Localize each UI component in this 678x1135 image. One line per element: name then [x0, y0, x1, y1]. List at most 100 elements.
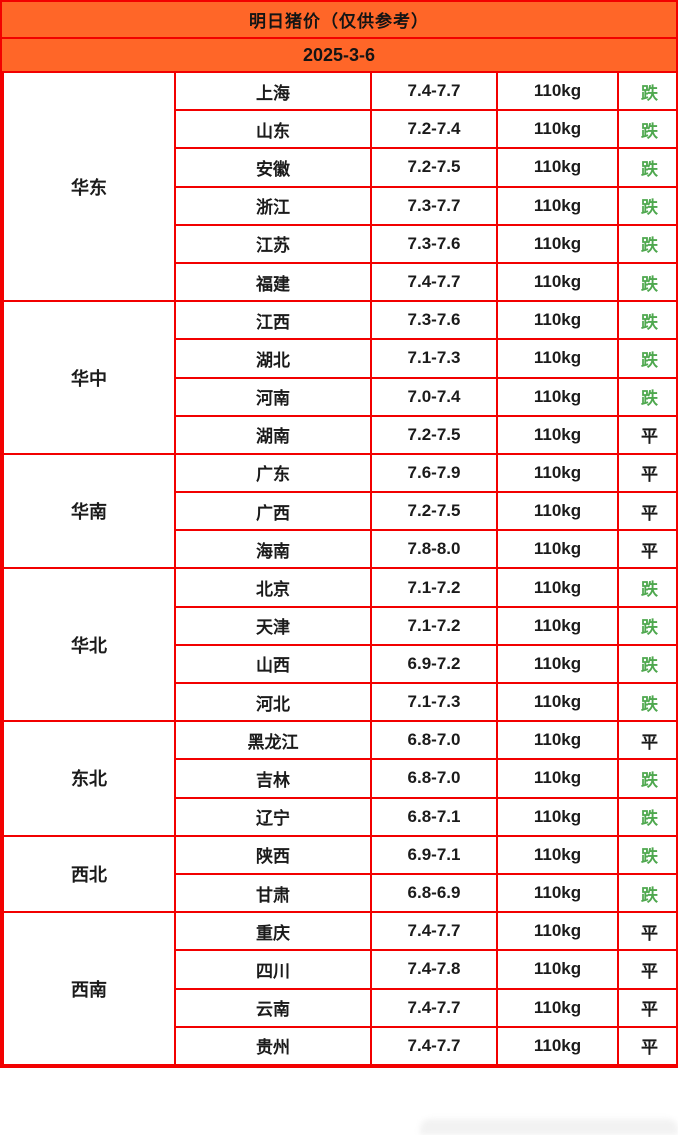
table-row: 海南 7.8-8.0 110kg 平: [3, 529, 678, 570]
page-title: 明日猪价（仅供参考）: [2, 2, 676, 39]
province-cell: 重庆: [174, 911, 372, 952]
price-cell: 6.8-6.9: [370, 872, 498, 914]
table-row: 吉林 6.8-7.0 110kg 跌: [3, 758, 678, 799]
table-row: 东北 黑龙江 6.8-7.0 110kg 平: [2, 720, 678, 837]
table-row: 山东 7.2-7.4 110kg 跌: [3, 109, 678, 150]
trend-cell: 跌: [617, 338, 678, 379]
province-cell: 甘肃: [174, 872, 372, 914]
price-cell: 7.3-7.6: [370, 300, 498, 341]
trend-cell: 跌: [617, 70, 678, 112]
region-cell: 华东: [2, 70, 176, 303]
trend-cell: 跌: [617, 376, 678, 417]
trend-cell: 跌: [617, 758, 678, 799]
price-cell: 7.3-7.7: [370, 185, 498, 226]
price-sheet: 明日猪价（仅供参考） 2025-3-6 华东 上海 7.4-7.7 110kg 跌山东 7…: [0, 0, 678, 1068]
weight-cell: 110kg: [496, 834, 619, 875]
weight-cell: 110kg: [496, 720, 619, 761]
price-cell: 7.0-7.4: [370, 376, 498, 417]
province-cell: 浙江: [174, 185, 372, 226]
trend-cell: 跌: [617, 605, 678, 646]
province-cell: 北京: [174, 567, 372, 608]
province-cell: 福建: [174, 261, 372, 303]
table-row: 西南 重庆 7.4-7.7 110kg 平: [2, 911, 678, 1066]
weight-cell: 110kg: [496, 911, 619, 952]
weight-cell: 110kg: [496, 949, 619, 990]
price-cell: 7.4-7.7: [370, 987, 498, 1028]
province-cell: 湖北: [174, 338, 372, 379]
bottom-shade-decoration: [420, 1119, 678, 1135]
table-row: 湖南 7.2-7.5 110kg 平: [3, 414, 678, 455]
trend-cell: 跌: [617, 872, 678, 914]
region-cell: 华北: [2, 567, 176, 723]
province-cell: 上海: [174, 70, 372, 112]
weight-cell: 110kg: [496, 796, 619, 837]
price-cell: 7.4-7.7: [370, 1025, 498, 1066]
table-row: 甘肃 6.8-6.9 110kg 跌: [3, 872, 678, 914]
weight-cell: 110kg: [496, 987, 619, 1028]
table-row: 华南 广东 7.6-7.9 110kg 平: [2, 452, 678, 570]
weight-cell: 110kg: [496, 872, 619, 914]
price-cell: 7.4-7.7: [370, 911, 498, 952]
weight-cell: 110kg: [496, 1025, 619, 1066]
province-cell: 海南: [174, 529, 372, 570]
province-cell: 河北: [174, 681, 372, 723]
province-cell: 黑龙江: [174, 720, 372, 761]
trend-cell: 平: [617, 414, 678, 455]
province-cell: 山西: [174, 643, 372, 685]
province-cell: 四川: [174, 949, 372, 990]
region-cell: 华中: [2, 300, 176, 455]
weight-cell: 110kg: [496, 147, 619, 188]
trend-cell: 平: [617, 911, 678, 952]
date-banner: 2025-3-6: [2, 39, 676, 71]
trend-cell: 跌: [617, 643, 678, 685]
price-cell: 7.4-7.7: [370, 70, 498, 112]
table-row: 华中 江西 7.3-7.6 110kg 跌: [2, 300, 678, 455]
trend-cell: 平: [617, 987, 678, 1028]
price-cell: 7.1-7.2: [370, 567, 498, 608]
province-cell: 湖南: [174, 414, 372, 455]
weight-cell: 110kg: [496, 300, 619, 341]
table-row: 山西 6.9-7.2 110kg 跌: [3, 643, 678, 685]
page-title-text: 明日猪价（仅供参考）: [249, 12, 429, 31]
trend-cell: 跌: [617, 567, 678, 608]
table-row: 四川 7.4-7.8 110kg 平: [3, 949, 678, 990]
province-cell: 吉林: [174, 758, 372, 799]
weight-cell: 110kg: [496, 376, 619, 417]
price-cell: 7.6-7.9: [370, 452, 498, 494]
weight-cell: 110kg: [496, 529, 619, 570]
weight-cell: 110kg: [496, 223, 619, 264]
trend-cell: 跌: [617, 300, 678, 341]
table-row: 河北 7.1-7.3 110kg 跌: [3, 681, 678, 723]
trend-cell: 平: [617, 491, 678, 532]
price-cell: 7.4-7.8: [370, 949, 498, 990]
province-cell: 江苏: [174, 223, 372, 264]
weight-cell: 110kg: [496, 605, 619, 646]
weight-cell: 110kg: [496, 338, 619, 379]
price-cell: 7.2-7.5: [370, 491, 498, 532]
table-row: 辽宁 6.8-7.1 110kg 跌: [3, 796, 678, 837]
trend-cell: 跌: [617, 109, 678, 150]
region-cell: 西北: [2, 834, 176, 914]
weight-cell: 110kg: [496, 261, 619, 303]
weight-cell: 110kg: [496, 109, 619, 150]
price-table: 华东 上海 7.4-7.7 110kg 跌山东 7.2-7.4 110kg 跌安徽 7.2-7.…: [2, 70, 678, 1066]
table-row: 安徽 7.2-7.5 110kg 跌: [3, 147, 678, 188]
weight-cell: 110kg: [496, 758, 619, 799]
weight-cell: 110kg: [496, 643, 619, 685]
price-cell: 6.9-7.2: [370, 643, 498, 685]
province-cell: 河南: [174, 376, 372, 417]
price-cell: 7.1-7.2: [370, 605, 498, 646]
price-cell: 7.2-7.5: [370, 147, 498, 188]
price-cell: 7.1-7.3: [370, 681, 498, 723]
trend-cell: 跌: [617, 185, 678, 226]
table-row: 河南 7.0-7.4 110kg 跌: [3, 376, 678, 417]
price-cell: 6.8-7.0: [370, 758, 498, 799]
trend-cell: 跌: [617, 147, 678, 188]
price-cell: 6.8-7.1: [370, 796, 498, 837]
trend-cell: 跌: [617, 834, 678, 875]
province-cell: 安徽: [174, 147, 372, 188]
price-cell: 7.1-7.3: [370, 338, 498, 379]
province-cell: 陕西: [174, 834, 372, 875]
province-cell: 云南: [174, 987, 372, 1028]
price-cell: 7.2-7.4: [370, 109, 498, 150]
